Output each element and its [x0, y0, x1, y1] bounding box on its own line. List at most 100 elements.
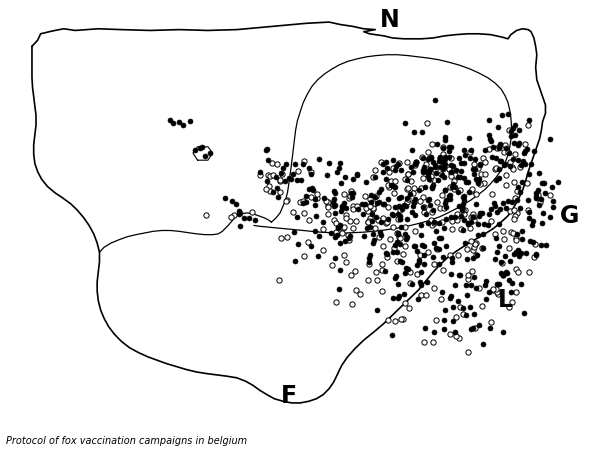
Point: [473, 180, 483, 187]
Point: [458, 304, 468, 311]
Point: [385, 168, 394, 176]
Point: [307, 168, 316, 176]
Point: [478, 155, 487, 162]
Point: [417, 128, 427, 135]
Point: [351, 217, 361, 225]
Point: [495, 141, 504, 148]
Point: [376, 229, 385, 236]
Point: [454, 154, 463, 162]
Point: [402, 194, 412, 202]
Point: [509, 178, 519, 185]
Point: [363, 276, 373, 284]
Point: [174, 118, 183, 126]
Point: [484, 288, 494, 296]
Point: [506, 128, 516, 135]
Point: [441, 216, 451, 223]
Point: [438, 266, 448, 274]
Point: [442, 119, 452, 126]
Point: [494, 243, 504, 250]
Point: [408, 202, 418, 210]
Point: [513, 142, 522, 149]
Point: [314, 232, 324, 239]
Point: [402, 176, 412, 184]
Point: [498, 200, 508, 207]
Point: [435, 246, 444, 253]
Point: [355, 291, 365, 298]
Point: [437, 289, 447, 296]
Point: [392, 238, 402, 245]
Point: [360, 193, 370, 200]
Point: [425, 201, 435, 208]
Point: [490, 165, 500, 172]
Point: [542, 241, 551, 248]
Point: [528, 238, 538, 246]
Point: [463, 179, 472, 186]
Point: [466, 146, 476, 153]
Point: [268, 188, 278, 195]
Point: [386, 178, 395, 185]
Point: [526, 160, 535, 167]
Point: [234, 207, 244, 214]
Point: [423, 196, 433, 203]
Point: [401, 235, 410, 243]
Point: [537, 220, 547, 227]
Point: [451, 332, 461, 339]
Point: [274, 276, 284, 284]
Point: [406, 177, 415, 184]
Point: [447, 225, 457, 232]
Point: [301, 198, 311, 206]
Point: [469, 161, 479, 168]
Point: [407, 208, 417, 216]
Point: [330, 255, 340, 262]
Point: [395, 216, 404, 223]
Point: [343, 231, 353, 238]
Point: [389, 275, 399, 282]
Point: [352, 171, 362, 178]
Point: [430, 164, 440, 171]
Point: [473, 220, 483, 227]
Point: [549, 198, 558, 205]
Point: [524, 208, 534, 216]
Point: [419, 260, 429, 267]
Point: [395, 215, 404, 222]
Point: [505, 257, 514, 265]
Point: [423, 220, 433, 227]
Point: [441, 203, 451, 211]
Point: [439, 253, 448, 261]
Point: [415, 197, 425, 204]
Point: [365, 223, 375, 230]
Point: [335, 266, 344, 273]
Point: [387, 211, 397, 218]
Point: [511, 289, 521, 296]
Point: [418, 204, 427, 211]
Point: [406, 268, 415, 275]
Point: [469, 171, 478, 178]
Point: [453, 298, 463, 305]
Point: [424, 176, 434, 183]
Point: [351, 286, 361, 293]
Point: [396, 224, 406, 231]
Point: [455, 187, 465, 194]
Point: [520, 160, 529, 167]
Point: [422, 120, 432, 127]
Point: [332, 299, 341, 306]
Point: [402, 216, 412, 223]
Point: [486, 217, 496, 225]
Point: [339, 191, 349, 198]
Point: [394, 234, 404, 241]
Point: [431, 316, 441, 324]
Point: [452, 216, 462, 224]
Point: [484, 222, 493, 229]
Point: [449, 177, 459, 184]
Point: [370, 166, 379, 173]
Point: [425, 169, 435, 176]
Point: [413, 259, 423, 266]
Point: [493, 123, 503, 130]
Point: [501, 205, 511, 212]
Point: [330, 190, 340, 197]
Point: [463, 275, 472, 283]
Point: [347, 188, 356, 195]
Point: [512, 188, 522, 195]
Point: [368, 230, 378, 237]
Point: [388, 164, 398, 171]
